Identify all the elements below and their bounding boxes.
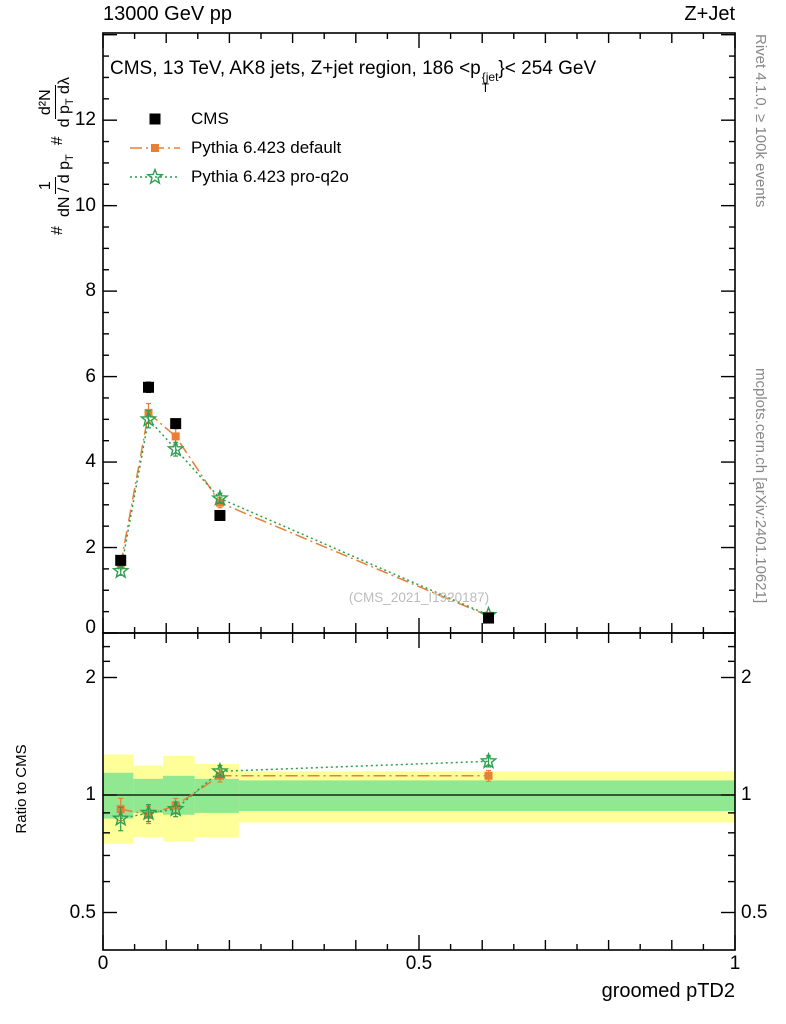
legend-item: Pythia 6.423 pro-q2o: [130, 162, 349, 191]
tick-label-y-main: 12: [74, 109, 96, 131]
marker-star: [111, 561, 130, 579]
legend: CMS Pythia 6.423 default Pythia 6.423 pro-…: [130, 104, 349, 191]
legend-label: Pythia 6.423 pro-q2o: [191, 166, 349, 186]
marker-star: [111, 809, 130, 827]
marker-star: [166, 439, 185, 457]
tick-label-y-main: 10: [74, 194, 96, 216]
marker-square: [483, 612, 495, 624]
tick-label-y-main: 6: [85, 365, 96, 387]
marker-square: [149, 113, 161, 124]
plot-title-supsub: {jet T: [481, 70, 499, 95]
y-axis-label: # 1 dN / d pT # d²N d pT dλ: [35, 6, 81, 306]
x-axis-title: groomed pTD2: [601, 980, 735, 1002]
tick-label-x: 0.5: [405, 953, 433, 974]
ratio-series-pythia-6-423-pro-q2o: [111, 751, 498, 832]
plot-title-sub: T: [481, 81, 490, 95]
tick-label-y-ratio-left: 1: [85, 784, 96, 805]
marker-star: [166, 799, 185, 817]
band-green: [238, 780, 735, 811]
ylabel-frac1-den-sub: T: [64, 154, 77, 162]
tick-label-y-main: 0: [85, 617, 96, 638]
tick-label-y-main: 8: [85, 280, 96, 302]
legend-item: CMS: [130, 104, 349, 133]
tick-label-y-ratio-right: 2: [741, 666, 752, 688]
tick-label-y-main: 4: [85, 451, 96, 473]
marker-star: [479, 751, 498, 770]
rivet-version-note: Rivet 4.1.0, ≥ 100k events: [752, 34, 769, 208]
legend-label: CMS: [191, 108, 229, 128]
axis-ticks: [102, 33, 736, 950]
marker-star: [210, 488, 229, 507]
tick-label-y-main: 2: [85, 536, 96, 558]
band-green: [194, 778, 239, 813]
ylabel-hash-2: #: [49, 136, 66, 146]
ylabel-frac2-den-sub: T: [64, 98, 77, 106]
marker-star: [139, 803, 158, 821]
tick-label-x: 0: [97, 953, 109, 974]
marker-square: [115, 554, 127, 566]
mcplots-arxiv-note: mcplots.cern.ch [arXiv:2401.10621]: [752, 368, 769, 604]
tick-label-x: 1: [729, 953, 741, 974]
tick-label-y-ratio-right: 0.5: [741, 901, 768, 923]
series-line: [120, 775, 489, 816]
plot-title: CMS, 13 TeV, AK8 jets, Z+jet region, 186…: [110, 58, 734, 94]
header-beam-energy: 13000 GeV pp: [103, 3, 232, 25]
ratio-bands: [103, 754, 735, 844]
marker-square: [170, 418, 182, 430]
legend-label: Pythia 6.423 default: [191, 137, 342, 157]
marker-star: [146, 167, 164, 185]
plot-title-sup: {jet: [481, 70, 499, 84]
legend-item: Pythia 6.423 default: [130, 133, 349, 162]
marker-star: [210, 761, 230, 780]
marker-square: [171, 432, 180, 441]
legend-marker-square: [149, 113, 161, 124]
marker-square: [151, 143, 159, 152]
marker-star: [139, 409, 158, 428]
main-series-cms: [115, 381, 495, 624]
legend-marker-square: [130, 143, 180, 152]
header-process: Z+Jet: [684, 3, 735, 25]
ylabel-frac1-numerator: 1: [36, 177, 56, 195]
marker-square: [214, 509, 226, 521]
plot-title-pre: CMS, 13 TeV, AK8 jets, Z+jet region, 186…: [110, 58, 481, 79]
tick-label-y-ratio-left: 0.5: [69, 901, 96, 923]
ylabel-hash-1: #: [49, 226, 66, 235]
marker-square: [484, 771, 493, 780]
tick-label-y-ratio-right: 1: [741, 784, 752, 805]
ylabel-frac2-den-tail: dλ: [55, 77, 73, 99]
plot-title-post: }< 254 GeV: [498, 58, 597, 79]
tick-label-y-ratio-left: 2: [85, 666, 96, 688]
marker-square: [143, 381, 155, 393]
main-series-pythia-6-423-default: [116, 402, 493, 620]
legend-marker-star: [130, 167, 180, 185]
analysis-watermark: (CMS_2021_I1920187): [348, 590, 490, 605]
